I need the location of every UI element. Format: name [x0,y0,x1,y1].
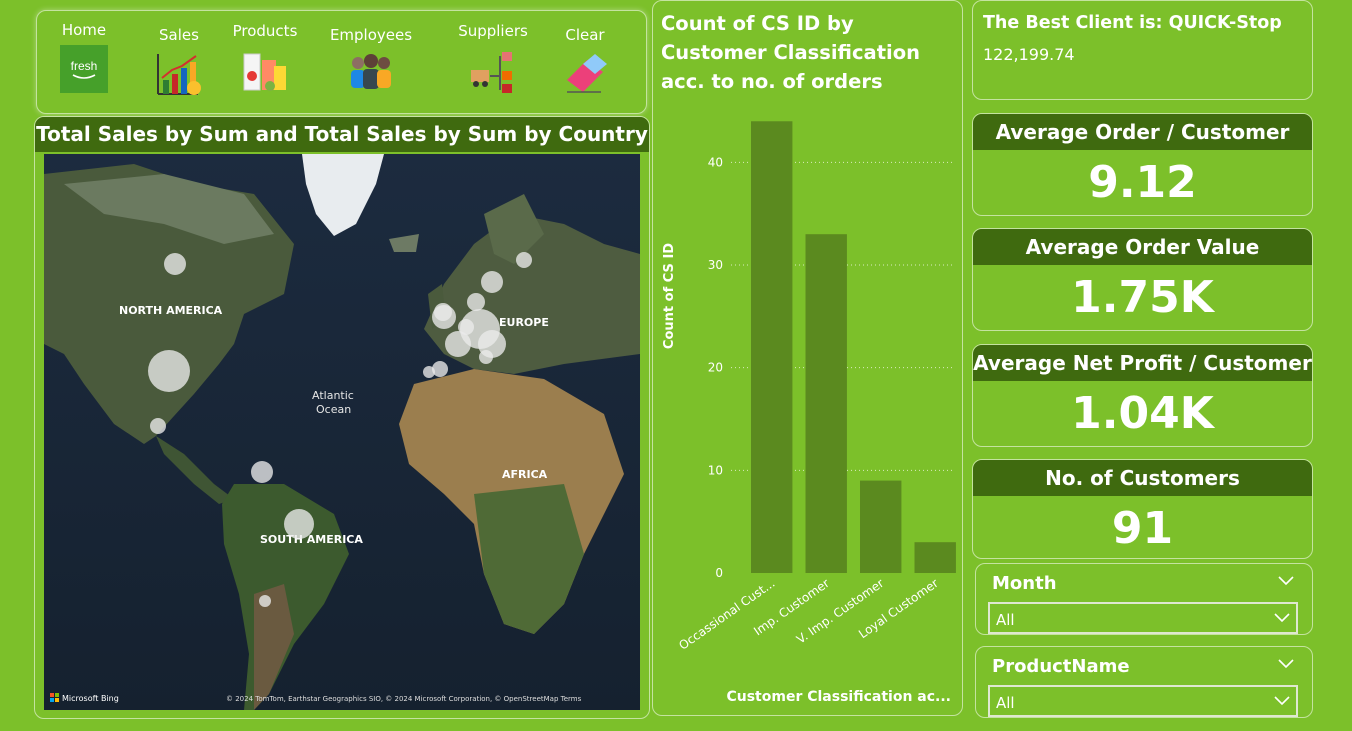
bubble-norway[interactable] [481,271,503,293]
map-title: Total Sales by Sum and Total Sales by Su… [35,117,649,152]
label-africa: AFRICA [502,468,548,481]
kpi-value: 1.75K [1071,272,1214,323]
y-tick-label: 30 [708,258,723,272]
chevron-down-icon[interactable] [1278,576,1294,586]
y-tick-label: 40 [708,155,723,169]
nav-clear-button[interactable]: Clear [557,26,613,94]
nav-suppliers-label: Suppliers [458,22,528,40]
suppliers-network-icon [471,52,512,93]
sales-chart-icon [157,54,201,95]
best-client-label: The Best Client is: QUICK-Stop [983,13,1282,33]
bubble-switzerland[interactable] [479,350,493,364]
bar[interactable] [751,121,793,573]
kpi-avg-order-per-customer: Average Order / Customer 9.12 [972,113,1313,216]
bubble-argentina[interactable] [259,595,271,607]
kpi-title: No. of Customers [973,460,1312,496]
best-client-card: The Best Client is: QUICK-Stop 122,199.7… [972,0,1313,100]
nav-home-button[interactable]: Home fresh [59,21,109,93]
label-ocean: Ocean [316,403,351,416]
bubble-belgium[interactable] [458,319,474,335]
chevron-down-icon [1274,696,1290,706]
best-client-value: 122,199.74 [983,45,1075,64]
slicer-title: Month [992,573,1057,594]
bubble-denmark[interactable] [467,293,485,311]
kpi-title: Average Order Value [973,229,1312,265]
nav-employees-button[interactable]: Employees [329,26,413,92]
kpi-avg-order-value: Average Order Value 1.75K [972,228,1313,331]
kpi-value: 91 [1111,503,1174,554]
slicer-title: ProductName [992,656,1130,677]
bubble-mexico[interactable] [150,418,166,434]
svg-text:fresh: fresh [71,59,98,73]
productname-slicer: ProductName All [975,646,1313,718]
y-tick-label: 10 [708,463,723,477]
kpi-value: 9.12 [1088,157,1197,208]
slicer-value: All [996,611,1015,629]
chart-title: Count of CS ID by Customer Classificatio… [661,12,920,93]
products-grocery-icon [243,53,286,91]
nav-products-button[interactable]: Products [227,22,303,94]
sales-bubbles [148,252,532,607]
bar-chart-visual: Count of CS ID by Customer Classificatio… [652,0,963,716]
bubble-france[interactable] [445,331,471,357]
employees-group-icon [351,54,391,89]
eraser-icon [567,54,607,93]
chart-y-axis-label: Count of CS ID [662,243,677,349]
y-tick-label: 20 [708,361,723,375]
bubble-brazil[interactable] [284,509,314,539]
chevron-down-icon[interactable] [1278,659,1294,669]
y-tick-label: 0 [715,566,723,580]
fresh-logo-icon: fresh [60,45,108,93]
label-atlantic: Atlantic [312,389,354,402]
nav-clear-label: Clear [565,26,605,44]
bubble-finland[interactable] [516,252,532,268]
bing-logo-icon [50,693,59,702]
productname-dropdown[interactable]: All [988,685,1298,717]
bar[interactable] [914,542,956,573]
map-visual: Total Sales by Sum and Total Sales by Su… [34,116,650,719]
bubble-uk[interactable] [432,305,456,329]
bar-chart-svg: Count of CS ID Customer Classification a… [662,121,956,705]
map-attribution[interactable]: © 2024 TomTom, Earthstar Geographics SIO… [226,695,582,703]
nav-products-label: Products [232,22,298,40]
bubble-canada[interactable] [164,253,186,275]
kpi-avg-net-profit: Average Net Profit / Customer 1.04K [972,344,1313,447]
nav-home-label: Home [61,21,107,39]
kpi-value: 1.04K [1071,388,1214,439]
nav-suppliers-button[interactable]: Suppliers [455,22,531,94]
navigation-bar: Home fresh Sales Products Emp [36,10,647,114]
nav-employees-label: Employees [329,26,413,44]
month-slicer: Month All [975,563,1313,635]
slicer-value: All [996,694,1015,712]
world-map-svg: NORTH AMERICA EUROPE Atlantic Ocean AFRI… [44,154,640,710]
bar[interactable] [860,480,902,573]
kpi-title: Average Order / Customer [973,114,1312,150]
nav-sales-label: Sales [159,26,199,44]
label-south-america: SOUTH AMERICA [260,533,363,546]
kpi-no-of-customers: No. of Customers 91 [972,459,1313,559]
nav-sales-button[interactable]: Sales [149,26,209,98]
greenland-land [302,154,384,236]
label-europe: EUROPE [499,316,549,329]
bubble-spain[interactable] [432,361,448,377]
label-north-america: NORTH AMERICA [119,304,223,317]
x-tick-label: Occassional Cust... [676,576,777,653]
chart-x-axis-label: Customer Classification ac... [726,689,951,705]
bubble-portugal[interactable] [423,366,435,378]
bubble-usa[interactable] [148,350,190,392]
bubble-venezuela[interactable] [251,461,273,483]
bar[interactable] [805,234,847,573]
attribution-brand: Microsoft Bing [62,694,119,703]
month-dropdown[interactable]: All [988,602,1298,634]
chevron-down-icon [1274,613,1290,623]
world-map[interactable]: NORTH AMERICA EUROPE Atlantic Ocean AFRI… [44,154,640,710]
kpi-title: Average Net Profit / Customer [973,345,1312,381]
